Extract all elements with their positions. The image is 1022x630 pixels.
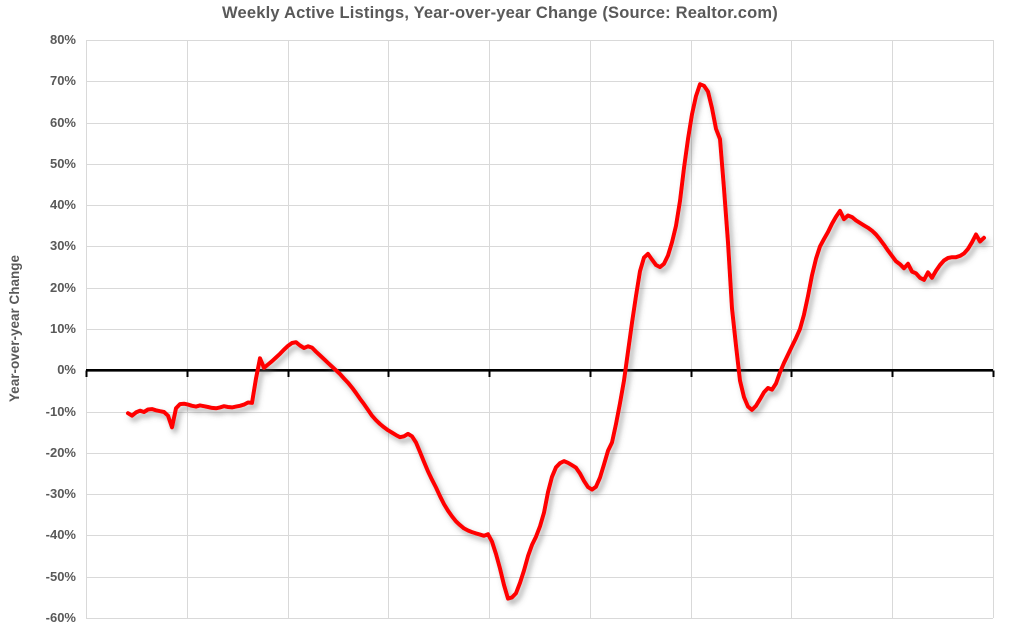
chart-title: Weekly Active Listings, Year-over-year C… [222,4,778,22]
y-tick-label: -10% [45,403,76,419]
y-tick-label: -40% [45,527,76,543]
y-tick-label: 0% [57,362,76,378]
y-tick-label: 10% [49,321,76,336]
y-tick-label: -20% [45,444,76,460]
y-tick-label: -30% [45,486,76,502]
y-tick-label: 70% [49,73,76,89]
y-tick-label: 20% [49,279,76,295]
y-tick-label: -50% [45,568,76,584]
plot-area [85,40,995,619]
y-tick-label: 40% [49,197,76,213]
y-tick-label: 80% [49,32,76,47]
y-tick-label: -60% [45,610,76,625]
data-line-series [126,82,986,601]
y-tick-label: 30% [49,238,76,254]
y-tick-label: 60% [49,114,76,130]
y-tick-label: 50% [49,155,76,171]
